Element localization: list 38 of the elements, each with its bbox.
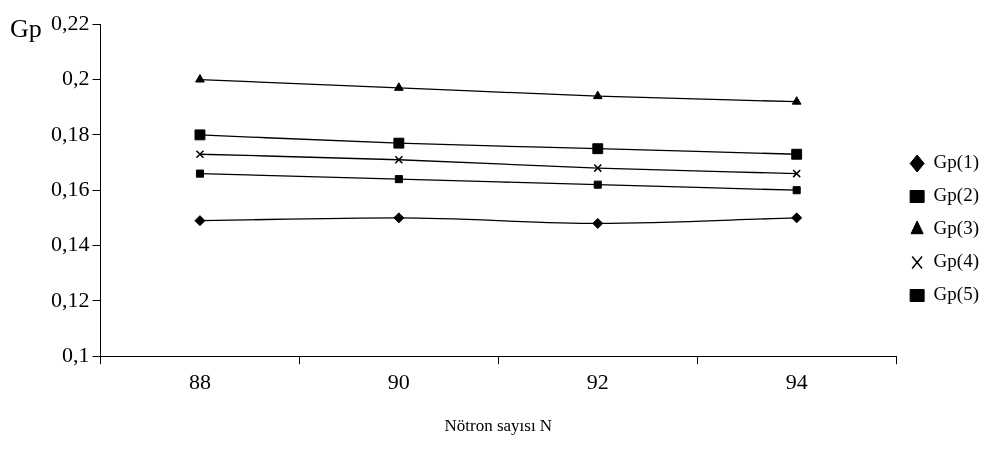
point bbox=[394, 82, 404, 91]
point bbox=[592, 90, 603, 100]
legend-label: Gp(2) bbox=[933, 184, 980, 207]
y-tick-label: 0,12 bbox=[51, 286, 90, 312]
point bbox=[792, 169, 801, 178]
y-tick-label: 0,2 bbox=[62, 65, 90, 91]
point bbox=[195, 74, 205, 83]
point bbox=[394, 175, 403, 184]
y-tick-label: 0,18 bbox=[51, 120, 90, 146]
x-axis-title: Nötron sayısı N bbox=[444, 416, 553, 436]
legend-label: Gp(4) bbox=[933, 250, 980, 273]
point bbox=[394, 155, 404, 165]
point bbox=[195, 169, 204, 178]
x-tick-label: 90 bbox=[387, 369, 410, 395]
point bbox=[792, 186, 801, 195]
point bbox=[194, 215, 206, 227]
y-tick-label: 0,1 bbox=[62, 341, 90, 367]
point bbox=[791, 212, 803, 224]
point bbox=[393, 137, 405, 149]
point bbox=[593, 180, 602, 189]
y-tick-label: 0,16 bbox=[51, 175, 90, 201]
legend-label: Gp(1) bbox=[933, 151, 980, 174]
x-tick-label: 88 bbox=[188, 369, 211, 395]
point bbox=[791, 96, 802, 105]
point bbox=[195, 149, 205, 159]
legend-label: Gp(5) bbox=[933, 283, 980, 306]
legend-label: Gp(3) bbox=[933, 217, 980, 240]
x-tick-label: 94 bbox=[785, 369, 808, 395]
y-axis-title: Gp bbox=[10, 14, 42, 44]
y-tick-label: 0,22 bbox=[51, 9, 90, 35]
point bbox=[791, 148, 803, 160]
point bbox=[593, 163, 603, 173]
point bbox=[592, 217, 604, 229]
x-tick-label: 92 bbox=[586, 369, 609, 395]
y-tick-label: 0,14 bbox=[51, 231, 90, 257]
point bbox=[592, 143, 604, 155]
point bbox=[194, 129, 206, 141]
point bbox=[393, 212, 405, 224]
